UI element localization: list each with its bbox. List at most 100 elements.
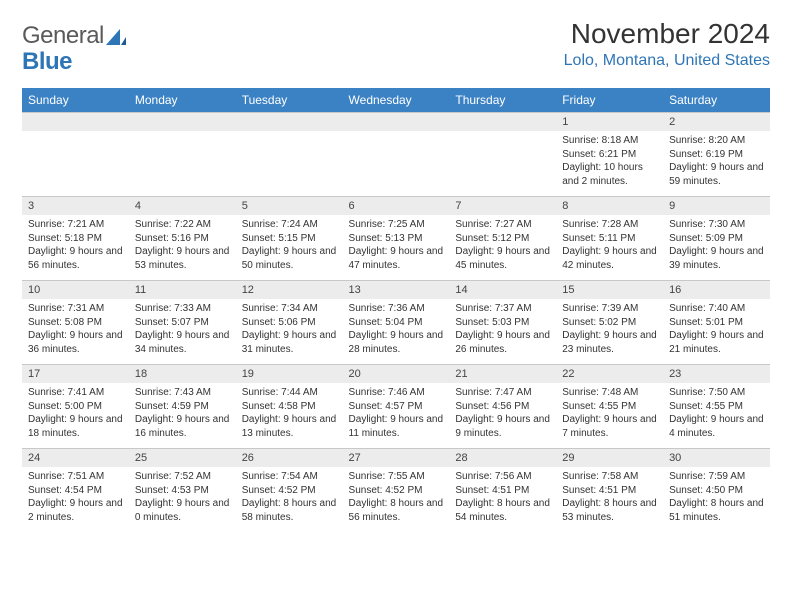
day-content: Sunrise: 7:28 AMSunset: 5:11 PMDaylight:…: [556, 215, 663, 280]
weekday-header-row: Sunday Monday Tuesday Wednesday Thursday…: [22, 88, 770, 113]
calendar-body: 1Sunrise: 8:18 AMSunset: 6:21 PMDaylight…: [22, 113, 770, 533]
calendar-day-cell: 18Sunrise: 7:43 AMSunset: 4:59 PMDayligh…: [129, 365, 236, 449]
calendar-day-cell: 20Sunrise: 7:46 AMSunset: 4:57 PMDayligh…: [343, 365, 450, 449]
calendar-day-cell: 28Sunrise: 7:56 AMSunset: 4:51 PMDayligh…: [449, 449, 556, 533]
day-content: Sunrise: 7:58 AMSunset: 4:51 PMDaylight:…: [556, 467, 663, 532]
day-content: Sunrise: 8:18 AMSunset: 6:21 PMDaylight:…: [556, 131, 663, 196]
calendar-day-cell: 23Sunrise: 7:50 AMSunset: 4:55 PMDayligh…: [663, 365, 770, 449]
calendar-day-cell: 25Sunrise: 7:52 AMSunset: 4:53 PMDayligh…: [129, 449, 236, 533]
logo-line2: Blue: [22, 48, 72, 75]
calendar-day-cell: 27Sunrise: 7:55 AMSunset: 4:52 PMDayligh…: [343, 449, 450, 533]
day-content-empty: [129, 131, 236, 179]
day-number: 26: [236, 449, 343, 467]
day-content: Sunrise: 7:47 AMSunset: 4:56 PMDaylight:…: [449, 383, 556, 448]
weekday-thu: Thursday: [449, 88, 556, 113]
day-content: Sunrise: 7:31 AMSunset: 5:08 PMDaylight:…: [22, 299, 129, 364]
day-number: 7: [449, 197, 556, 215]
calendar-day-cell: 22Sunrise: 7:48 AMSunset: 4:55 PMDayligh…: [556, 365, 663, 449]
day-content-empty: [22, 131, 129, 179]
day-number: 6: [343, 197, 450, 215]
calendar-week-row: 1Sunrise: 8:18 AMSunset: 6:21 PMDaylight…: [22, 113, 770, 197]
day-content: Sunrise: 7:25 AMSunset: 5:13 PMDaylight:…: [343, 215, 450, 280]
calendar-day-cell: 21Sunrise: 7:47 AMSunset: 4:56 PMDayligh…: [449, 365, 556, 449]
day-content-empty: [236, 131, 343, 179]
day-content: Sunrise: 7:48 AMSunset: 4:55 PMDaylight:…: [556, 383, 663, 448]
day-number: 15: [556, 281, 663, 299]
calendar-day-cell: [449, 113, 556, 197]
calendar-day-cell: 26Sunrise: 7:54 AMSunset: 4:52 PMDayligh…: [236, 449, 343, 533]
day-content: Sunrise: 7:44 AMSunset: 4:58 PMDaylight:…: [236, 383, 343, 448]
calendar-day-cell: 16Sunrise: 7:40 AMSunset: 5:01 PMDayligh…: [663, 281, 770, 365]
day-number: 23: [663, 365, 770, 383]
calendar-day-cell: 15Sunrise: 7:39 AMSunset: 5:02 PMDayligh…: [556, 281, 663, 365]
day-content: Sunrise: 7:30 AMSunset: 5:09 PMDaylight:…: [663, 215, 770, 280]
logo-sail-icon: [106, 27, 126, 50]
day-number: 13: [343, 281, 450, 299]
day-number-empty: [22, 113, 129, 131]
day-content: Sunrise: 7:43 AMSunset: 4:59 PMDaylight:…: [129, 383, 236, 448]
day-number: 21: [449, 365, 556, 383]
day-number: 2: [663, 113, 770, 131]
day-number-empty: [236, 113, 343, 131]
day-content: Sunrise: 7:55 AMSunset: 4:52 PMDaylight:…: [343, 467, 450, 532]
day-content: Sunrise: 7:39 AMSunset: 5:02 PMDaylight:…: [556, 299, 663, 364]
weekday-tue: Tuesday: [236, 88, 343, 113]
calendar-day-cell: 4Sunrise: 7:22 AMSunset: 5:16 PMDaylight…: [129, 197, 236, 281]
day-number: 5: [236, 197, 343, 215]
calendar-day-cell: 24Sunrise: 7:51 AMSunset: 4:54 PMDayligh…: [22, 449, 129, 533]
weekday-mon: Monday: [129, 88, 236, 113]
day-content: Sunrise: 7:27 AMSunset: 5:12 PMDaylight:…: [449, 215, 556, 280]
logo: General Blue: [22, 18, 126, 74]
day-number: 27: [343, 449, 450, 467]
calendar-day-cell: 8Sunrise: 7:28 AMSunset: 5:11 PMDaylight…: [556, 197, 663, 281]
calendar-day-cell: 11Sunrise: 7:33 AMSunset: 5:07 PMDayligh…: [129, 281, 236, 365]
day-number: 14: [449, 281, 556, 299]
calendar-day-cell: 19Sunrise: 7:44 AMSunset: 4:58 PMDayligh…: [236, 365, 343, 449]
calendar-day-cell: 5Sunrise: 7:24 AMSunset: 5:15 PMDaylight…: [236, 197, 343, 281]
weekday-wed: Wednesday: [343, 88, 450, 113]
day-content-empty: [343, 131, 450, 179]
day-content: Sunrise: 7:21 AMSunset: 5:18 PMDaylight:…: [22, 215, 129, 280]
day-content: Sunrise: 8:20 AMSunset: 6:19 PMDaylight:…: [663, 131, 770, 196]
day-number: 1: [556, 113, 663, 131]
calendar-day-cell: 7Sunrise: 7:27 AMSunset: 5:12 PMDaylight…: [449, 197, 556, 281]
day-number: 25: [129, 449, 236, 467]
header: General Blue November 2024 Lolo, Montana…: [22, 18, 770, 74]
day-number: 24: [22, 449, 129, 467]
calendar-day-cell: [343, 113, 450, 197]
calendar-day-cell: 2Sunrise: 8:20 AMSunset: 6:19 PMDaylight…: [663, 113, 770, 197]
logo-text-wrap: General Blue: [22, 24, 126, 74]
day-content: Sunrise: 7:52 AMSunset: 4:53 PMDaylight:…: [129, 467, 236, 532]
day-content: Sunrise: 7:22 AMSunset: 5:16 PMDaylight:…: [129, 215, 236, 280]
day-content: Sunrise: 7:34 AMSunset: 5:06 PMDaylight:…: [236, 299, 343, 364]
day-number: 29: [556, 449, 663, 467]
day-content: Sunrise: 7:36 AMSunset: 5:04 PMDaylight:…: [343, 299, 450, 364]
day-content: Sunrise: 7:56 AMSunset: 4:51 PMDaylight:…: [449, 467, 556, 532]
day-number: 4: [129, 197, 236, 215]
day-content: Sunrise: 7:46 AMSunset: 4:57 PMDaylight:…: [343, 383, 450, 448]
day-number: 17: [22, 365, 129, 383]
header-right: November 2024 Lolo, Montana, United Stat…: [564, 18, 770, 70]
calendar-day-cell: 1Sunrise: 8:18 AMSunset: 6:21 PMDaylight…: [556, 113, 663, 197]
day-content: Sunrise: 7:51 AMSunset: 4:54 PMDaylight:…: [22, 467, 129, 532]
day-number-empty: [449, 113, 556, 131]
day-number: 8: [556, 197, 663, 215]
weekday-sat: Saturday: [663, 88, 770, 113]
weekday-fri: Friday: [556, 88, 663, 113]
day-content: Sunrise: 7:40 AMSunset: 5:01 PMDaylight:…: [663, 299, 770, 364]
day-content: Sunrise: 7:41 AMSunset: 5:00 PMDaylight:…: [22, 383, 129, 448]
calendar-day-cell: [129, 113, 236, 197]
calendar-day-cell: 3Sunrise: 7:21 AMSunset: 5:18 PMDaylight…: [22, 197, 129, 281]
calendar-day-cell: 30Sunrise: 7:59 AMSunset: 4:50 PMDayligh…: [663, 449, 770, 533]
day-number: 22: [556, 365, 663, 383]
location: Lolo, Montana, United States: [564, 52, 770, 70]
day-content: Sunrise: 7:54 AMSunset: 4:52 PMDaylight:…: [236, 467, 343, 532]
day-content: Sunrise: 7:37 AMSunset: 5:03 PMDaylight:…: [449, 299, 556, 364]
calendar-day-cell: 14Sunrise: 7:37 AMSunset: 5:03 PMDayligh…: [449, 281, 556, 365]
calendar-day-cell: [22, 113, 129, 197]
calendar-week-row: 17Sunrise: 7:41 AMSunset: 5:00 PMDayligh…: [22, 365, 770, 449]
calendar-week-row: 10Sunrise: 7:31 AMSunset: 5:08 PMDayligh…: [22, 281, 770, 365]
calendar-day-cell: 13Sunrise: 7:36 AMSunset: 5:04 PMDayligh…: [343, 281, 450, 365]
calendar-day-cell: 9Sunrise: 7:30 AMSunset: 5:09 PMDaylight…: [663, 197, 770, 281]
calendar-day-cell: 10Sunrise: 7:31 AMSunset: 5:08 PMDayligh…: [22, 281, 129, 365]
